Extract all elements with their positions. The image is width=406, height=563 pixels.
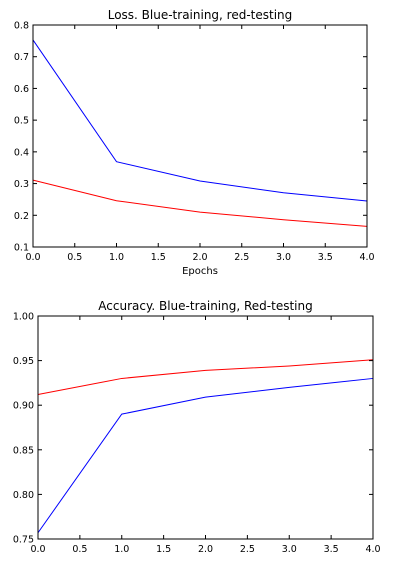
series-line-training: [37, 377, 374, 534]
y-tick-label: 0.85: [13, 445, 34, 456]
y-tick-label: 0.2: [14, 211, 29, 222]
x-tick-label: 0.0: [30, 544, 45, 555]
x-tick-label: 3.5: [318, 252, 333, 263]
y-tick-label: 0.80: [13, 490, 34, 501]
x-tick-label: 0.0: [25, 252, 40, 263]
x-tick-label: 3.0: [276, 252, 291, 263]
chart-2: 0.0 0.5 1.0 1.5 2.0 2.5 3.0 3.5 4.0 0.75 0.80 0.85 0…: [13, 299, 381, 555]
y-tick-label: 0.5: [14, 116, 29, 127]
x-tick-label: 2.5: [234, 252, 249, 263]
x-tick-label: 1.0: [109, 252, 124, 263]
y-tick-label: 0.1: [14, 243, 29, 254]
x-tick-label: 3.5: [324, 544, 339, 555]
x-tick-label: 1.5: [151, 252, 166, 263]
series-line-testing: [32, 179, 368, 227]
series-line-testing: [37, 359, 374, 395]
plot-frame: [37, 315, 374, 540]
y-tick-label: 0.8: [14, 21, 29, 32]
y-tick-label: 0.4: [14, 147, 29, 158]
y-tick-label: 0.95: [13, 356, 34, 367]
y-tick-label: 0.3: [14, 179, 29, 190]
x-tick-label: 3.0: [282, 544, 297, 555]
chart-1: 0.0 0.5 1.0 1.5 2.0 2.5 3.0 3.5 4.0 0.1 0.2 0.3 0.4 0…: [14, 8, 375, 277]
y-tick-label: 0.75: [13, 535, 34, 546]
x-tick-label: 1.5: [156, 544, 171, 555]
x-tick-label: 2.5: [240, 544, 255, 555]
x-tick-label: 4.0: [365, 544, 380, 555]
x-tick-label: 4.0: [359, 252, 374, 263]
chart-title: Loss. Blue-training, red-testing: [108, 8, 293, 22]
y-tick-label: 0.7: [14, 52, 29, 63]
plot-frame: [32, 24, 368, 248]
x-tick-label: 2.0: [192, 252, 207, 263]
y-tick-label: 0.6: [14, 84, 29, 95]
x-tick-label: 2.0: [198, 544, 213, 555]
x-tick-label: 0.5: [67, 252, 82, 263]
x-tick-label: 0.5: [72, 544, 87, 555]
x-tick-label: 1.0: [114, 544, 129, 555]
chart-title: Accuracy. Blue-training, Red-testing: [98, 299, 312, 313]
series-line-training: [32, 39, 368, 202]
x-axis-label: Epochs: [182, 266, 218, 277]
y-tick-label: 0.90: [13, 401, 34, 412]
y-tick-label: 1.00: [13, 312, 34, 323]
